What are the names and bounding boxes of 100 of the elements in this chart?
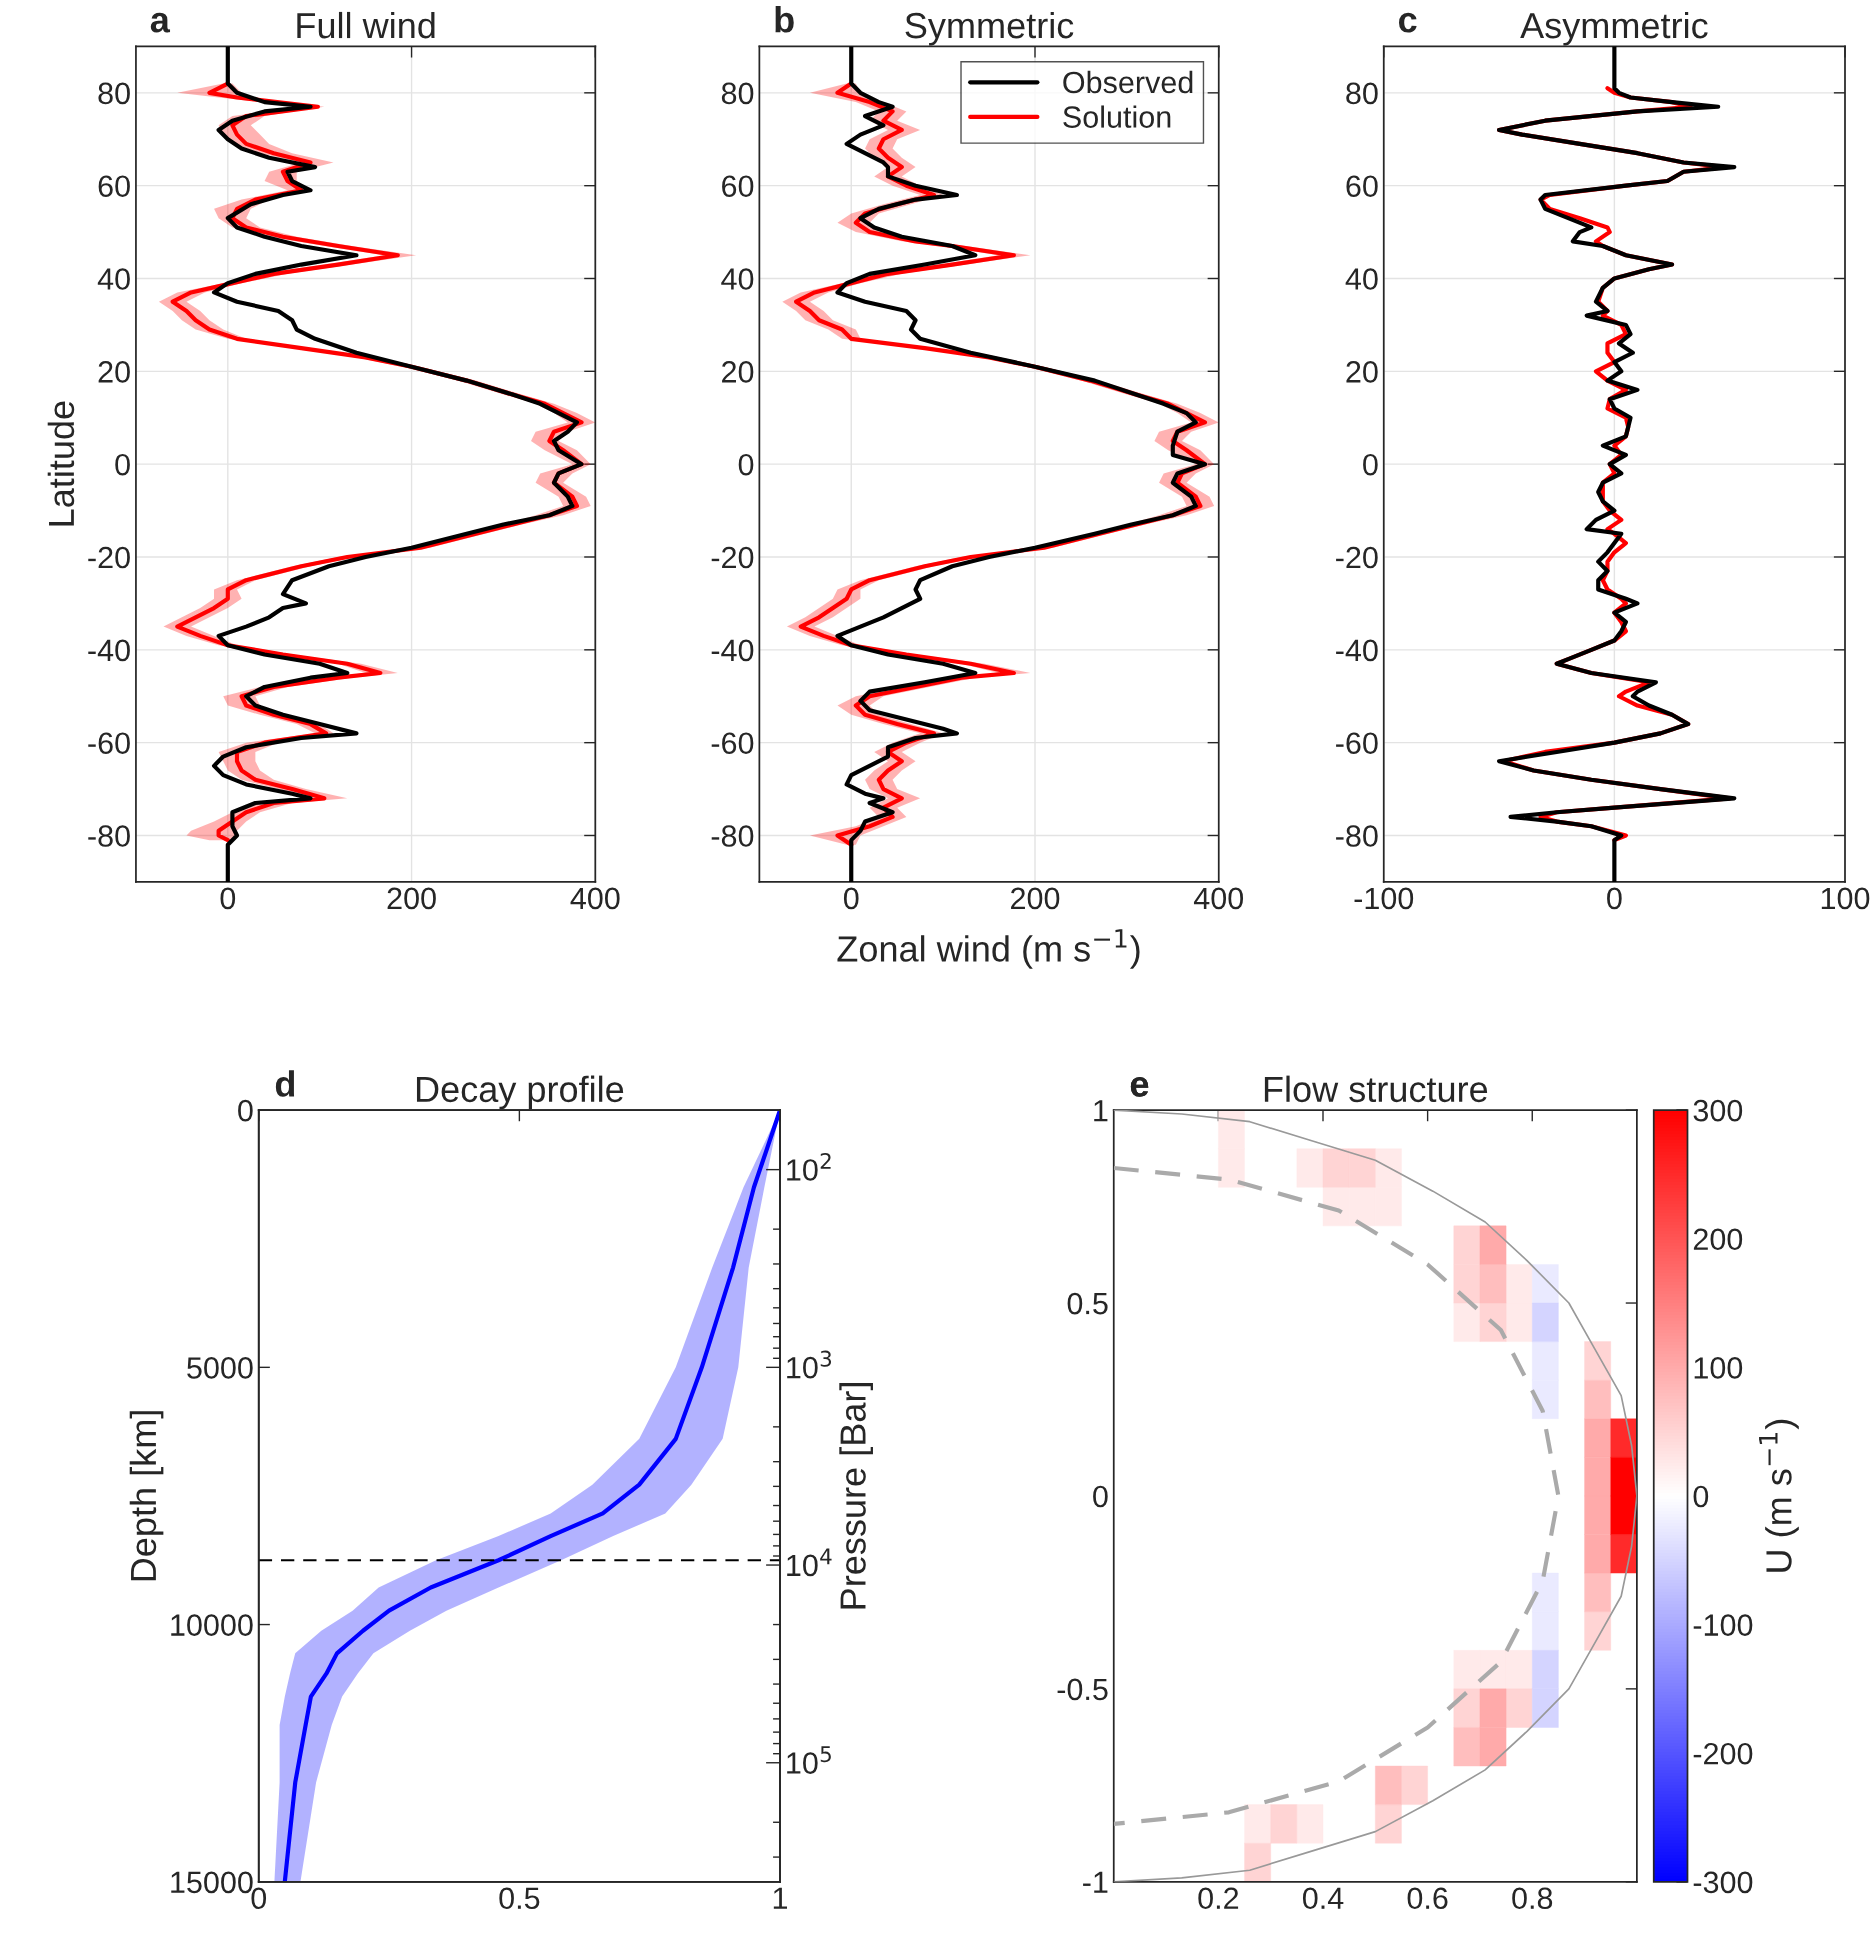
point [1348,1148,1376,1188]
y-tick-label: 1 [1094,1100,1108,1122]
chart-title: Asymmetric [1520,11,1708,46]
point [1505,1302,1533,1342]
y-tick-label: -20 [1336,546,1378,569]
x-tick-label: 100 [1821,887,1870,910]
point [1479,1727,1507,1767]
color-bar-label: -300 [1693,1871,1753,1894]
x-tick-label: 0 [220,887,236,910]
y-tick-label: -20 [711,546,754,569]
x-tick-label: 1 [773,1887,788,1909]
x-tick-label: 400 [570,887,620,910]
y-tick-label: 60 [722,175,754,198]
line-series [1113,1110,1637,1882]
chart-title: Flow structure [1264,1075,1488,1103]
color-bar-label: 0 [1693,1485,1709,1508]
color-bar-label: -100 [1693,1614,1753,1636]
y-axis-title: Depth [km] [129,1411,164,1581]
x-tick-label: 0.8 [1512,1887,1553,1910]
y-tick-label: -60 [711,732,754,755]
point [1296,1148,1324,1188]
x-tick-label: 0.4 [1302,1887,1344,1910]
y-tick-label: -80 [1336,825,1378,847]
y-tick-label: 20 [98,361,130,383]
y2-tick-label: 10$^{4}$ [787,1548,832,1577]
x-tick-label: 0 [251,1887,267,1910]
text: d [275,1070,295,1097]
x-tick-label: 400 [1193,887,1244,910]
y-tick-label: -20 [88,546,130,569]
text: c [1399,12,1417,33]
y2-axis-title: Pressure [Bar] [839,1383,873,1609]
x-tick-label: 0.2 [1198,1887,1239,1910]
point [1479,1225,1507,1265]
y-axis-title: Latitude [47,401,75,526]
y-tick-label: -80 [711,825,754,847]
x-tick-label: 0.5 [499,1887,540,1910]
point [1505,1264,1533,1304]
x-tick-label: 200 [387,887,436,910]
legend-label: Solution [1063,105,1171,128]
y-tick-label: 10000 [171,1614,253,1636]
x-tick-label: 0.6 [1407,1887,1448,1910]
chart-title: Decay profile [416,1075,624,1110]
y-tick-label: -80 [88,825,130,847]
legend-label: Observed [1063,70,1193,94]
color-bar-label: -200 [1693,1742,1753,1765]
point [1505,1650,1533,1690]
point [1505,1688,1533,1728]
y-tick-label: -0.5 [1057,1678,1108,1701]
color-bar-title: U (m s$^{−1}$) [1759,1419,1799,1572]
y-tick-label: 0 [1093,1485,1108,1508]
point [1479,1264,1507,1304]
y-tick-label: 40 [1345,268,1378,290]
y-tick-label: 15000 [171,1871,253,1894]
y-tick-label: -40 [711,639,754,662]
y-tick-label: -40 [88,639,130,662]
point [1270,1804,1298,1844]
point [1479,1688,1507,1728]
y-tick-label: 5000 [187,1357,253,1379]
y-tick-label: -60 [88,732,130,755]
y-tick-label: 20 [1346,361,1378,383]
y-tick-label: 0 [1363,453,1378,476]
point [1453,1727,1481,1767]
point [1348,1187,1376,1227]
chart-title: Full wind [297,11,435,39]
color-bar-label: 200 [1693,1228,1743,1251]
x-tick-label: 200 [1011,887,1060,910]
y-tick-label: 0 [238,1099,253,1122]
x-tick-label: -100 [1354,887,1414,910]
y-tick-label: 40 [97,268,130,290]
color-bar-label: 100 [1694,1357,1743,1379]
y-tick-label: 80 [721,82,754,105]
text: e [1130,1077,1149,1097]
y-tick-label: 40 [721,268,754,290]
chart-title: Symmetric [905,11,1074,46]
y-tick-label: -1 [1083,1871,1108,1893]
point [1296,1804,1324,1844]
y-tick-label: 0 [115,453,130,476]
y-tick-label: 60 [98,175,130,198]
point [1322,1148,1350,1188]
y-tick-label: 0.5 [1067,1292,1108,1315]
line-series [1113,1165,1561,1826]
point [1322,1187,1350,1227]
text: b [775,6,794,33]
y2-tick-label: 10$^{2}$ [787,1152,831,1181]
y-tick-label: 80 [98,82,130,105]
color-bar-label: 300 [1693,1099,1743,1122]
y-tick-label: -60 [1336,732,1378,755]
y-tick-label: 60 [1346,175,1378,198]
point [1453,1650,1481,1690]
y-tick-label: 20 [722,361,754,383]
x-tick-label: 0 [843,887,859,910]
y-tick-label: 0 [738,453,754,476]
y-tick-label: -40 [1336,639,1378,662]
point [1453,1225,1481,1265]
y-tick-label: 80 [1346,82,1378,105]
point [1453,1302,1481,1342]
x-axis-title: Zonal wind (m s$^{−1}$) [837,929,1140,969]
x-tick-label: 0 [1607,887,1622,910]
text: a [150,12,171,33]
y2-tick-label: 10$^{5}$ [787,1746,831,1774]
